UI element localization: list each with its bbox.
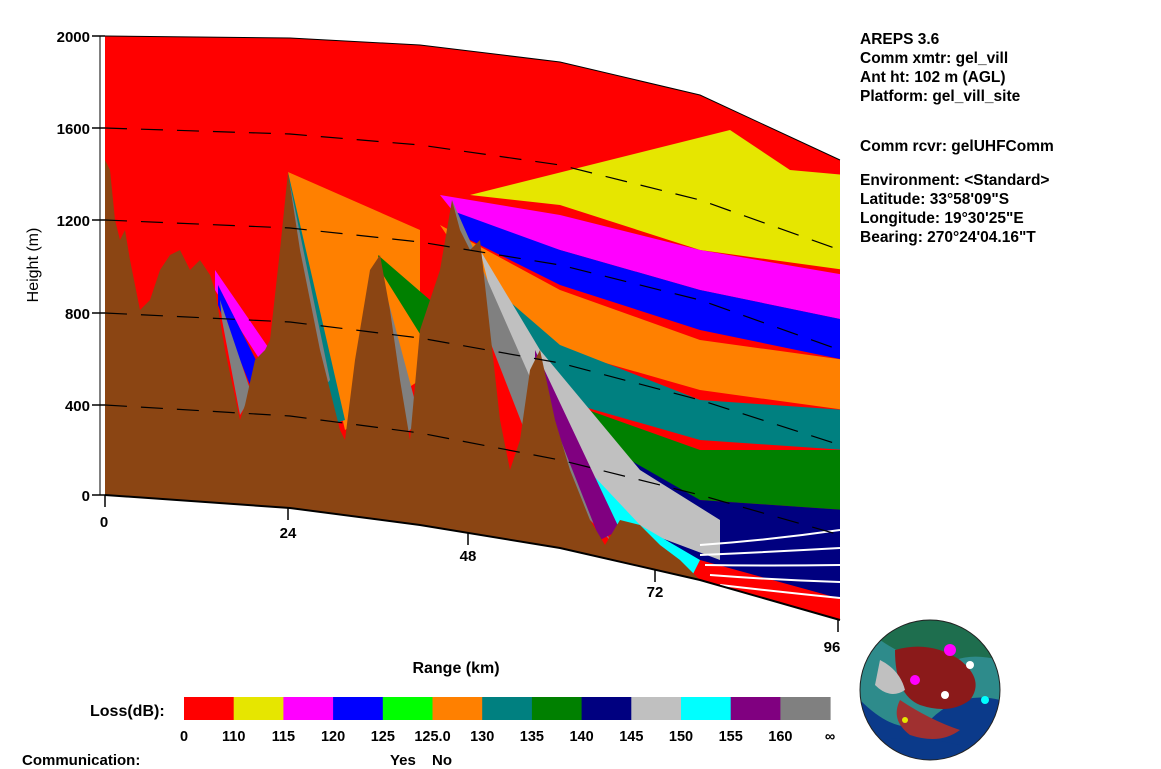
wedge-7 <box>378 255 430 350</box>
legend-labels: 0 110 115 120 125 125.0 130 135 140 145 150 155 160 ∞ <box>180 729 835 745</box>
y-axis-label: Height (m) <box>25 228 42 303</box>
terrain-minimap <box>860 620 1000 760</box>
communication-no: No <box>432 752 452 769</box>
loss-band-140 <box>460 270 840 510</box>
legend-swatch <box>482 697 533 720</box>
x-tick-label: 0 <box>100 514 108 531</box>
loss-band-130 <box>440 225 840 410</box>
info-latitude: Latitude: 33°58'09"S <box>860 191 1010 208</box>
legend-swatch <box>681 697 732 720</box>
legend-swatch <box>233 697 284 720</box>
x-tick-label: 96 <box>824 639 841 656</box>
legend-swatch <box>283 697 334 720</box>
info-comm-rcvr: Comm rcvr: gelUHFComm <box>860 138 1054 155</box>
legend-swatch <box>382 697 433 720</box>
legend-swatch <box>780 697 831 720</box>
loss-band-155 <box>500 330 700 580</box>
legend-swatches <box>184 697 831 720</box>
top-boundary <box>104 35 841 161</box>
wedge-3 <box>220 300 252 415</box>
info-ant-ht: Ant ht: 102 m (AGL) <box>860 69 1006 86</box>
legend-swatch <box>730 697 781 720</box>
legend-label: 145 <box>619 729 643 745</box>
info-platform: Platform: gel_vill_site <box>860 88 1021 105</box>
legend-swatch <box>531 697 583 720</box>
loss-band-120 <box>450 210 840 360</box>
loss-band-150 <box>480 250 720 560</box>
communication-yes: Yes <box>390 752 416 769</box>
y-tick-label: 800 <box>65 306 90 323</box>
legend-label: 0 <box>180 729 188 745</box>
legend-label: 140 <box>569 729 593 745</box>
legend-label: 130 <box>470 729 494 745</box>
y-tick-label: 1600 <box>57 121 90 138</box>
legend-label: 155 <box>719 729 743 745</box>
y-tick-marks <box>92 35 105 496</box>
legend-label: 125.0 <box>414 729 450 745</box>
x-tick-label: 72 <box>647 584 664 601</box>
legend-swatch <box>432 697 483 720</box>
height-gridlines <box>104 127 841 536</box>
y-tick-label: 400 <box>65 398 90 415</box>
x-tick-label: 48 <box>460 548 477 565</box>
info-longitude: Longitude: 19°30'25"E <box>860 210 1024 227</box>
info-version: AREPS 3.6 <box>860 31 940 48</box>
legend-swatch <box>184 697 235 720</box>
y-tick-label: 1200 <box>57 213 90 230</box>
legend-label: ∞ <box>825 729 835 745</box>
wedge-2 <box>218 285 262 385</box>
legend-label: 125 <box>371 729 395 745</box>
interference-fringes <box>699 529 840 599</box>
loss-band-110 <box>470 130 840 270</box>
info-bearing: Bearing: 270°24'04.16"T <box>860 229 1036 246</box>
legend-label: 120 <box>321 729 345 745</box>
loss-band-115 <box>440 195 840 320</box>
wedge-1 <box>215 270 270 360</box>
x-axis-label: Range (km) <box>412 660 499 677</box>
minimap-border <box>859 619 1001 761</box>
wedge-10 <box>535 350 620 540</box>
y-tick-label: 0 <box>82 488 90 505</box>
wedge-5 <box>288 172 345 425</box>
info-comm-xmtr: Comm xmtr: gel_vill <box>860 50 1009 67</box>
bottom-boundary <box>104 494 841 621</box>
legend-label: 150 <box>669 729 693 745</box>
x-tick-label: 24 <box>280 525 297 542</box>
legend-title: Loss(dB): <box>90 703 165 720</box>
legend-swatch <box>631 697 682 720</box>
x-tick-marks <box>104 495 839 632</box>
y-tick-label: 2000 <box>57 29 90 46</box>
communication-label: Communication: <box>22 752 140 769</box>
loss-band-145 <box>470 290 840 600</box>
legend-label: 110 <box>222 729 245 745</box>
legend-swatch <box>333 697 384 720</box>
legend-label: 115 <box>272 729 295 745</box>
legend-label: 135 <box>520 729 544 745</box>
legend-swatch <box>581 697 632 720</box>
info-environment: Environment: <Standard> <box>860 172 1050 189</box>
legend-label: 160 <box>768 729 792 745</box>
